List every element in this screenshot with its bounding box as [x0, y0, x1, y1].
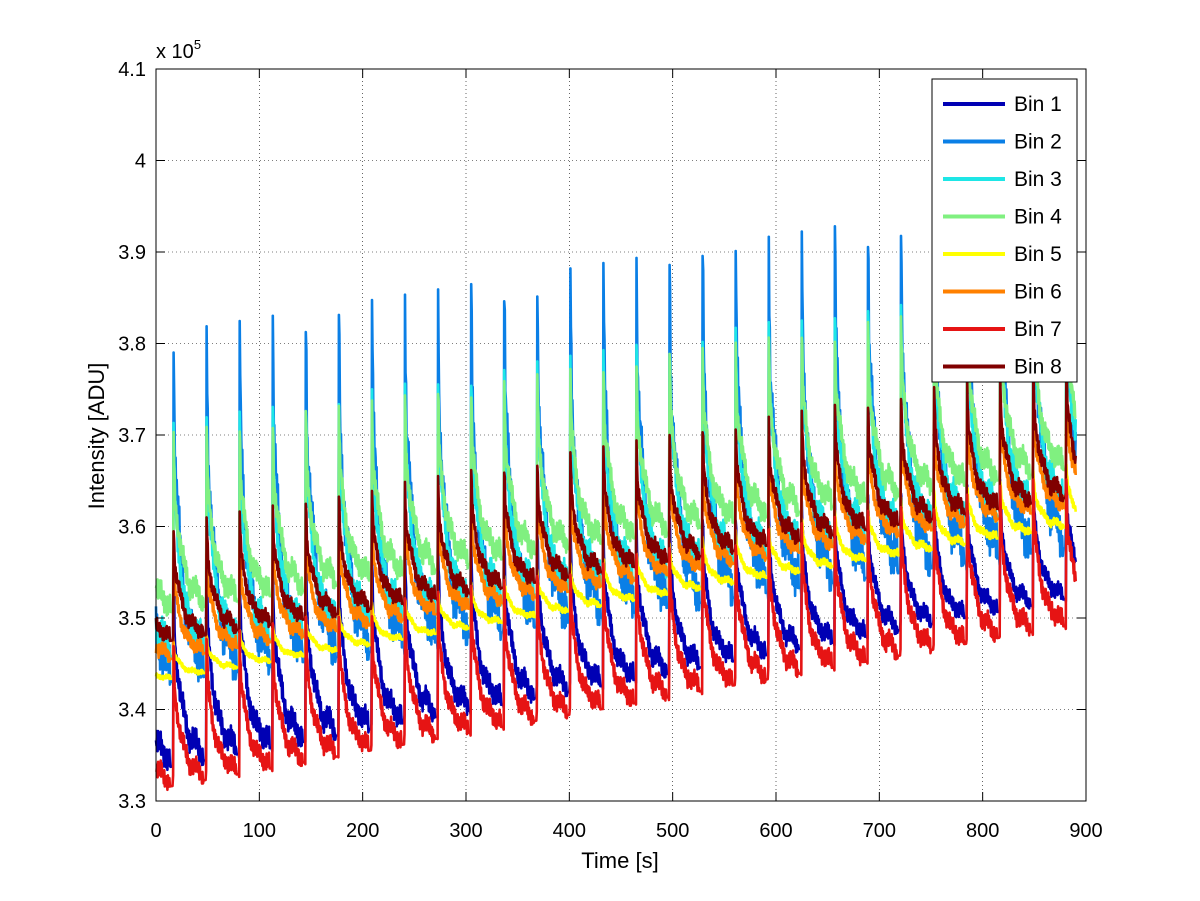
y-tick-label: 4.1: [118, 59, 146, 81]
legend-label-bin-5: Bin 5: [1014, 243, 1062, 266]
x-tick-label: 200: [346, 820, 379, 842]
series-line-bin-7: [155, 478, 1077, 792]
x-tick-label: 900: [1069, 820, 1102, 842]
legend-label-bin-8: Bin 8: [1014, 356, 1062, 379]
y-tick-label: 3.8: [118, 334, 146, 356]
series-line-bin-1: [154, 474, 1077, 772]
legend-label-bin-3: Bin 3: [1014, 168, 1062, 191]
y-tick-label: 3.6: [118, 517, 146, 539]
y-tick-label: 4: [135, 151, 146, 173]
y-exponent-power: 5: [194, 37, 201, 52]
y-exponent-label: x 105: [156, 37, 201, 63]
grid-lines: [156, 69, 1086, 801]
legend-label-bin-2: Bin 2: [1014, 131, 1062, 154]
y-axis-label: Intensity [ADU]: [84, 363, 109, 510]
y-tick-label: 3.5: [118, 608, 146, 630]
legend: Bin 1 Bin 2 Bin 3 Bin 4 Bin 5 Bin 6 Bin 7 Bin 8: [931, 78, 1078, 383]
legend-label-bin-1: Bin 1: [1014, 93, 1062, 116]
x-tick-labels: 0 100 200 300 400 500 600 700 800 900: [150, 820, 1102, 842]
axis-ticks: [155, 68, 1087, 802]
x-tick-label: 800: [966, 820, 999, 842]
x-tick-label: 700: [863, 820, 896, 842]
series-line-bin-4: [154, 291, 1077, 617]
y-tick-label: 3.7: [118, 425, 146, 447]
x-tick-label: 600: [759, 820, 792, 842]
legend-box: [931, 78, 1078, 383]
x-tick-label: 300: [449, 820, 482, 842]
y-exponent-base: x 10: [156, 41, 194, 63]
series-line-bin-8: [154, 367, 1077, 643]
x-tick-label: 500: [656, 820, 689, 842]
legend-label-bin-6: Bin 6: [1014, 281, 1062, 304]
series-line-bin-5: [154, 462, 1077, 681]
legend-label-bin-7: Bin 7: [1014, 318, 1062, 341]
x-tick-label: 0: [150, 820, 161, 842]
x-tick-label: 100: [243, 820, 276, 842]
y-tick-label: 3.4: [118, 700, 146, 722]
x-axis-label: Time [s]: [581, 848, 658, 873]
y-tick-labels: 3.3 3.4 3.5 3.6 3.7 3.8 3.9 4 4.1: [118, 59, 146, 813]
y-tick-label: 3.3: [118, 791, 146, 813]
legend-label-bin-4: Bin 4: [1014, 206, 1062, 229]
x-tick-label: 400: [553, 820, 586, 842]
series-line-bin-6: [154, 389, 1077, 664]
series-layer: [154, 194, 1077, 792]
y-tick-label: 3.9: [118, 242, 146, 264]
